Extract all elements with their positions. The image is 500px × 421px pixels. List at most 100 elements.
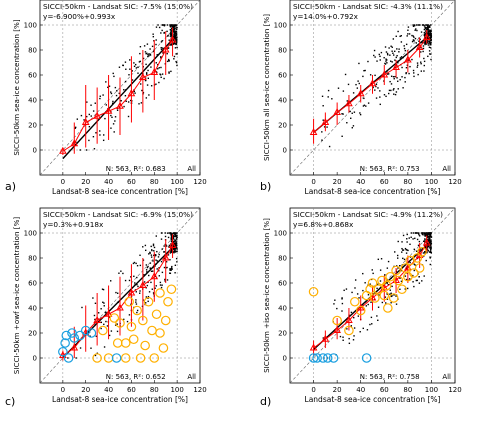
data-point xyxy=(173,25,176,28)
data-point xyxy=(170,234,172,236)
bin-mean-marker xyxy=(368,79,377,87)
all-label: All xyxy=(187,165,196,173)
data-point xyxy=(426,247,429,249)
data-point xyxy=(139,254,141,256)
bin-mean-marker xyxy=(81,117,90,125)
data-point xyxy=(359,113,362,116)
data-point xyxy=(406,287,409,290)
bin-mean-marker xyxy=(150,272,159,280)
x-tick-label: 120 xyxy=(193,178,206,186)
data-point xyxy=(430,234,432,236)
data-point xyxy=(377,319,379,322)
data-point xyxy=(352,92,355,94)
data-point xyxy=(429,30,431,33)
data-point xyxy=(175,246,178,249)
data-point xyxy=(428,251,431,253)
data-point xyxy=(424,42,426,44)
data-point xyxy=(136,283,138,286)
data-point xyxy=(174,239,176,241)
plot-frame xyxy=(39,0,201,176)
highlight-circle-yellow xyxy=(115,318,125,328)
highlight-circle-blue xyxy=(308,353,319,363)
highlight-circle-yellow xyxy=(128,334,139,345)
data-point xyxy=(175,32,178,35)
data-point xyxy=(147,77,150,80)
data-point xyxy=(383,94,386,96)
data-point xyxy=(75,357,77,359)
data-point xyxy=(417,232,420,234)
highlight-circle-blue xyxy=(361,353,372,363)
bin-mean-marker xyxy=(104,106,113,114)
data-point xyxy=(133,261,136,264)
data-point xyxy=(409,243,411,246)
plot-frame xyxy=(39,207,201,384)
data-point xyxy=(391,46,393,48)
data-point xyxy=(427,55,429,58)
y-tick-label: 40 xyxy=(28,97,37,105)
bias-header: SICCI-50km - Landsat SIC: -7.5% (15.0%) xyxy=(43,2,193,11)
data-point xyxy=(174,31,177,33)
data-point xyxy=(398,265,401,267)
data-point xyxy=(137,285,139,288)
data-point xyxy=(344,73,347,76)
data-point xyxy=(106,325,109,327)
highlight-circle-blue xyxy=(69,333,80,343)
data-point xyxy=(417,244,420,247)
data-point xyxy=(157,256,160,258)
y-tick-label: 20 xyxy=(28,330,37,338)
data-point xyxy=(143,274,145,276)
data-point xyxy=(372,86,374,89)
data-point xyxy=(175,257,178,260)
data-point xyxy=(402,87,404,89)
data-point xyxy=(405,43,408,46)
data-point xyxy=(172,35,175,38)
data-point xyxy=(424,24,426,26)
bin-mean-marker xyxy=(309,343,318,351)
data-point xyxy=(155,285,157,287)
data-point xyxy=(409,261,411,264)
data-point xyxy=(397,80,399,82)
data-point xyxy=(142,57,145,60)
data-point xyxy=(160,238,163,240)
data-point xyxy=(146,43,149,45)
data-point xyxy=(428,233,431,236)
data-point xyxy=(326,126,328,128)
data-point xyxy=(385,95,387,98)
x-axis-label: Landsat-8 sea-ice concentration [%] xyxy=(305,187,441,196)
data-point xyxy=(416,279,418,282)
highlight-circle-blue xyxy=(328,353,339,363)
data-point xyxy=(152,292,155,294)
data-point xyxy=(430,39,432,42)
data-point xyxy=(176,41,178,43)
y-tick-label: 80 xyxy=(278,255,287,263)
data-point xyxy=(415,232,417,234)
data-point xyxy=(421,280,423,282)
data-point xyxy=(147,53,149,56)
data-point xyxy=(150,245,152,248)
data-point xyxy=(425,43,428,45)
data-point xyxy=(410,236,412,238)
data-point xyxy=(79,149,81,151)
data-point xyxy=(362,289,364,292)
data-point xyxy=(377,87,379,89)
data-point xyxy=(123,89,125,91)
data-point xyxy=(134,282,136,284)
data-point xyxy=(100,321,103,324)
data-point xyxy=(341,298,343,300)
bin-mean-marker xyxy=(392,62,400,70)
data-point xyxy=(392,38,395,40)
data-point xyxy=(122,272,124,275)
data-point xyxy=(422,252,425,254)
data-point xyxy=(168,244,171,247)
highlight-circle-blue xyxy=(63,353,74,363)
data-point xyxy=(173,58,175,60)
data-point xyxy=(336,307,338,310)
data-point xyxy=(422,47,425,50)
data-point xyxy=(115,94,118,97)
data-point xyxy=(376,315,378,317)
data-point xyxy=(120,270,122,272)
plot-frame xyxy=(289,207,456,384)
data-point xyxy=(155,254,157,256)
data-point xyxy=(118,272,120,274)
data-point xyxy=(116,323,118,325)
